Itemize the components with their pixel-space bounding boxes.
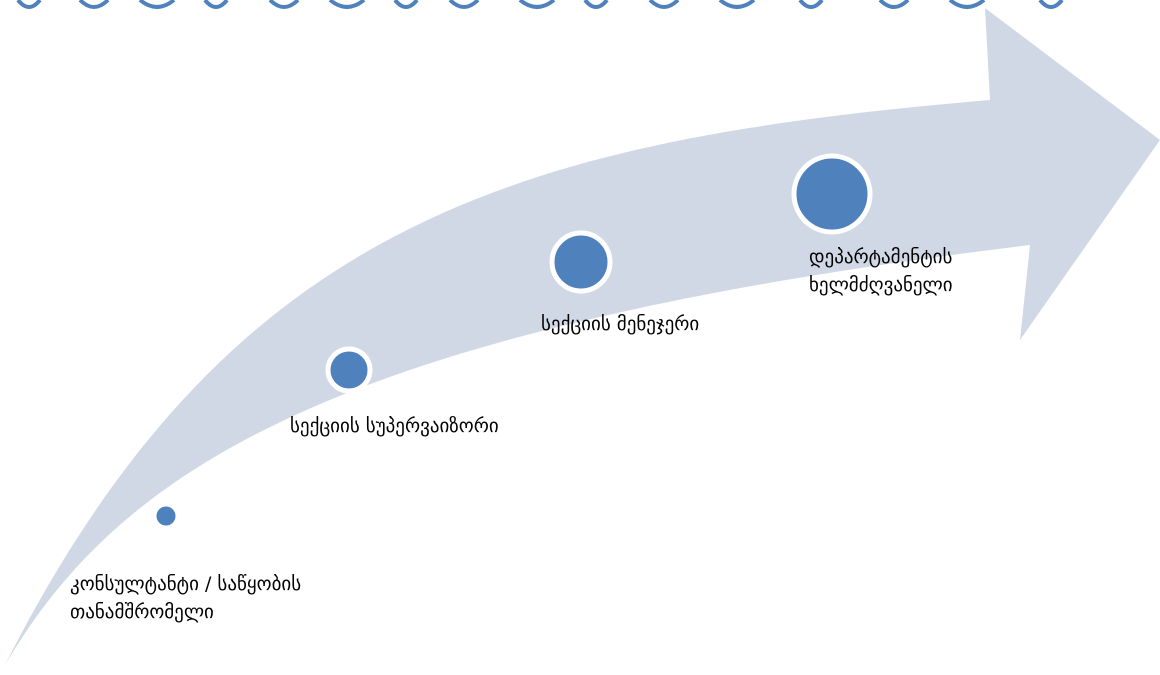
step-dot bbox=[791, 153, 873, 235]
top-decoration-stroke bbox=[1038, 0, 1064, 9]
step-label: სექციის მენეჯერი bbox=[541, 313, 699, 335]
top-decoration-stroke bbox=[518, 0, 556, 9]
top-decoration-stroke bbox=[203, 0, 229, 9]
step-label: კონსულტანტი / საწყობის თანამშრომელი bbox=[70, 573, 307, 623]
growth-arrow bbox=[5, 8, 1160, 665]
top-decoration-stroke bbox=[16, 0, 42, 9]
top-decoration-stroke bbox=[948, 0, 986, 9]
step-department-head: დეპარტამენტის ხელმძღვანელი bbox=[791, 153, 958, 296]
step-label: დეპარტამენტის ხელმძღვანელი bbox=[809, 246, 958, 296]
step-section-supervisor: სექციის სუპერვაიზორი bbox=[290, 346, 499, 437]
top-decoration-stroke bbox=[138, 0, 176, 9]
top-decoration-stroke bbox=[393, 0, 419, 9]
top-decoration-band bbox=[16, 0, 1064, 9]
step-dot bbox=[325, 346, 373, 394]
step-label: სექციის სუპერვაიზორი bbox=[290, 415, 499, 437]
step-consultant: კონსულტანტი / საწყობის თანამშრომელი bbox=[70, 501, 307, 623]
top-decoration-stroke bbox=[78, 0, 110, 9]
top-decoration-stroke bbox=[718, 0, 756, 9]
step-dot bbox=[549, 230, 613, 294]
top-decoration-stroke bbox=[448, 0, 480, 9]
top-decoration-stroke bbox=[798, 0, 824, 9]
top-decoration-stroke bbox=[583, 0, 609, 9]
top-decoration-stroke bbox=[328, 0, 366, 9]
top-decoration-stroke bbox=[648, 0, 680, 9]
top-decoration-stroke bbox=[878, 0, 910, 9]
step-section-manager: სექციის მენეჯერი bbox=[541, 230, 699, 335]
top-decoration-stroke bbox=[268, 0, 300, 9]
step-dot bbox=[151, 501, 181, 531]
